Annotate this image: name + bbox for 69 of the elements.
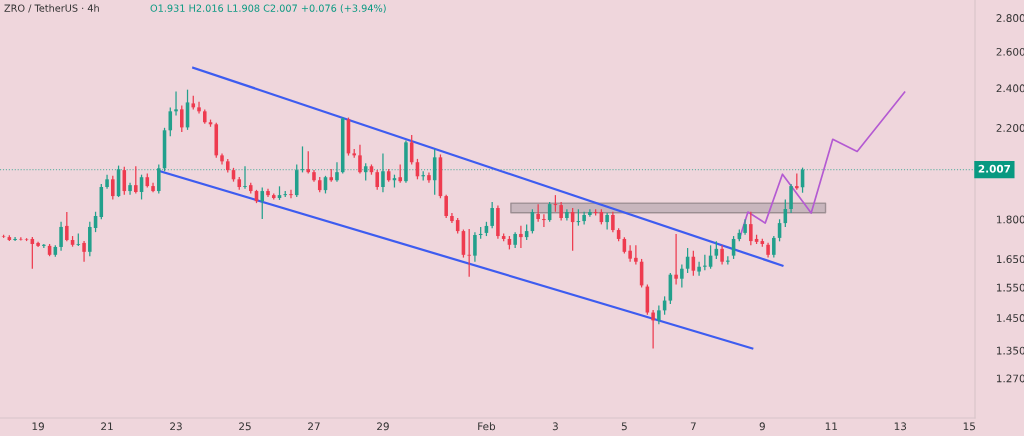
x-tick-label: 5 <box>621 422 627 431</box>
candlestick <box>134 165 138 195</box>
candlestick <box>157 163 161 195</box>
candlestick <box>720 244 724 266</box>
candlestick <box>375 169 379 191</box>
candlestick <box>111 175 115 201</box>
x-tick-label: 21 <box>101 422 113 431</box>
candlestick <box>674 233 678 286</box>
y-tick-label: 1.550 <box>996 283 1024 292</box>
chart-title: ZRO / TetherUS · 4h <box>4 4 99 13</box>
y-tick-label: 2.200 <box>996 124 1024 132</box>
candlestick <box>473 231 477 263</box>
candlestick <box>467 228 471 278</box>
candlestick <box>243 165 247 190</box>
candlestick <box>542 213 546 228</box>
candlestick <box>697 261 701 277</box>
candlestick <box>65 211 69 242</box>
annotation: O1.931 H2.016 L1.908 C2.007 +0.076 (+3.94%) <box>150 4 386 13</box>
candlestick <box>680 263 684 289</box>
candlestick <box>180 104 184 133</box>
candlestick <box>381 152 385 193</box>
candlestick <box>657 304 661 325</box>
candlestick <box>59 221 63 252</box>
candlestick <box>398 163 402 184</box>
x-tick-label: 3 <box>552 422 558 431</box>
candlestick <box>634 244 638 266</box>
candlestick <box>749 211 753 246</box>
candlestick <box>427 171 431 184</box>
candlestick <box>197 101 201 115</box>
candlestick <box>289 189 293 199</box>
x-tick-label: 19 <box>32 422 44 431</box>
y-tick-label: 1.800 <box>996 215 1024 224</box>
candlestick <box>519 225 523 249</box>
candlestick <box>260 186 265 220</box>
candlestick <box>300 145 305 174</box>
x-tick-label: 9 <box>759 422 765 431</box>
x-tick-label: 23 <box>170 422 182 431</box>
y-tick-label: 1.270 <box>996 374 1024 383</box>
candlestick <box>605 212 609 231</box>
candlestick <box>444 194 448 219</box>
x-tick-label: 15 <box>963 422 975 431</box>
x-tick-label: 11 <box>825 422 837 431</box>
y-tick-label: 1.350 <box>996 346 1024 355</box>
y-tick-label: 2.600 <box>996 47 1024 56</box>
x-tick-label: Feb <box>478 422 496 431</box>
candlestick <box>588 208 592 218</box>
x-tick-label: 25 <box>239 422 251 431</box>
x-tick-label: 7 <box>690 422 696 431</box>
candlestick <box>358 144 362 175</box>
x-tick-label: 27 <box>308 422 320 431</box>
candlestick <box>628 244 632 263</box>
candlestick <box>490 201 494 229</box>
candlestick <box>13 236 17 242</box>
y-tick-label: 2.400 <box>996 84 1024 93</box>
ref-line-label: 2.007 <box>978 164 1011 173</box>
candlestick <box>651 309 655 350</box>
candlestick <box>789 183 793 214</box>
candlestick <box>611 211 615 233</box>
candlestick <box>772 235 776 259</box>
y-tick-label: 1.450 <box>996 314 1024 322</box>
candlestick <box>559 201 563 222</box>
candlestick <box>306 150 311 175</box>
candlestick <box>335 161 339 183</box>
x-tick-label: 13 <box>894 422 907 431</box>
y-tick-label: 1.650 <box>996 255 1024 264</box>
y-tick-label: 2.800 <box>996 14 1024 22</box>
candlestick <box>82 240 86 263</box>
candlestick <box>174 90 178 117</box>
x-tick-label: 29 <box>377 422 389 431</box>
